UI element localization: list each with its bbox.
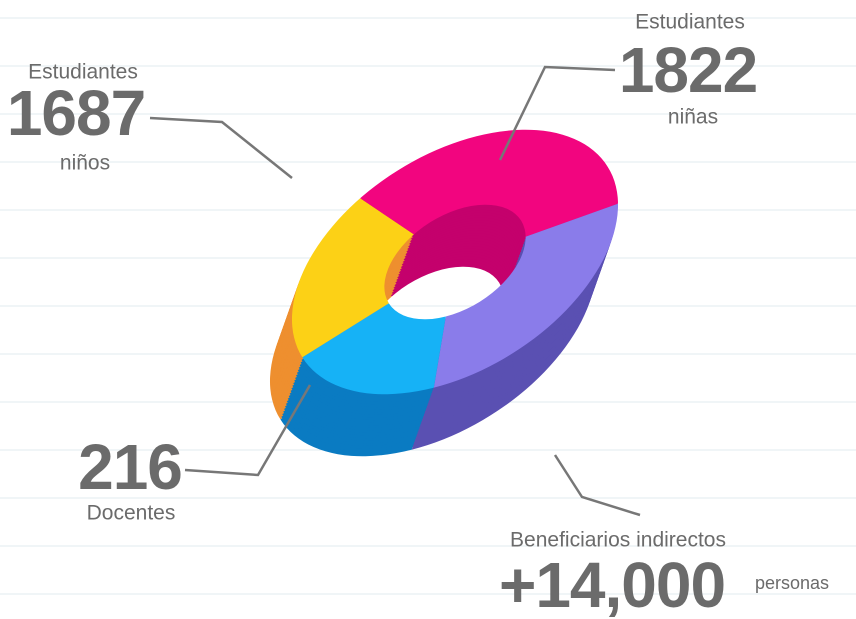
unit: niños (60, 152, 110, 175)
label: Beneficiarios indirectos (510, 529, 726, 552)
donut-layer (227, 124, 648, 499)
leader-line (149, 116, 293, 179)
number: +14,000 (499, 549, 725, 619)
leader-line (498, 65, 616, 161)
donut-layer (231, 113, 652, 488)
label: Estudiantes (635, 11, 745, 34)
label: Estudiantes (28, 61, 138, 84)
leader-line (553, 454, 641, 517)
number: 1822 (619, 34, 757, 106)
leader-line (184, 384, 312, 477)
ring (231, 113, 652, 488)
ring (233, 108, 653, 483)
donut-layer (225, 129, 646, 504)
ring (225, 129, 646, 504)
unit: Docentes (87, 502, 176, 525)
unit: personas (755, 573, 829, 593)
unit: niñas (668, 106, 718, 129)
ring (227, 124, 648, 499)
number: 216 (78, 431, 182, 503)
ring (232, 111, 653, 486)
donut-layer (233, 108, 653, 483)
donut-layer (232, 111, 653, 486)
number: 1687 (7, 77, 145, 149)
